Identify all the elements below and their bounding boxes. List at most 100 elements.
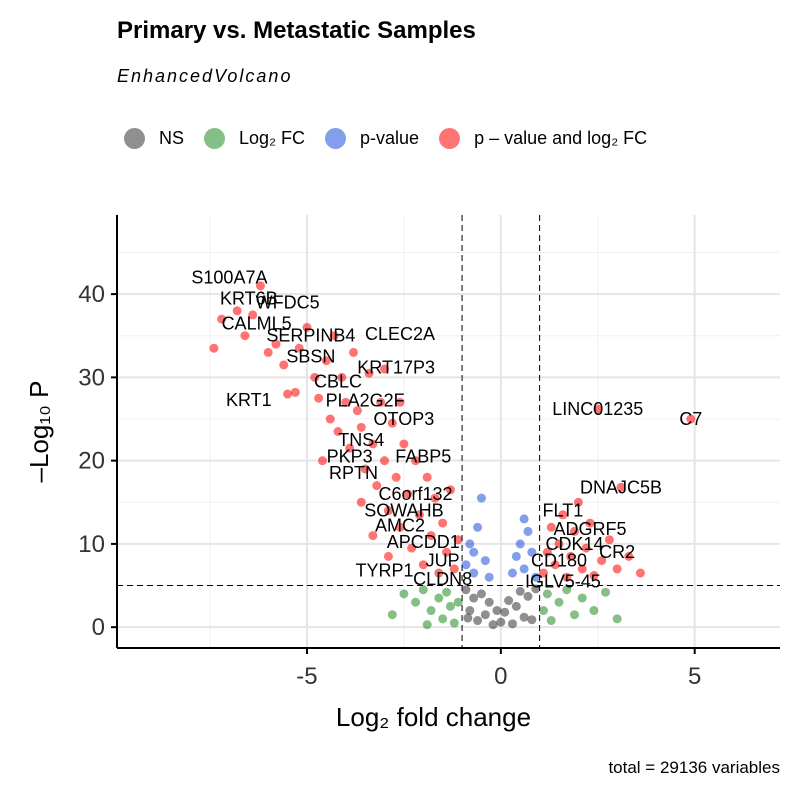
data-point-pfc (294, 343, 304, 353)
point-label: C6orf132 (379, 484, 453, 504)
data-point-ns (465, 606, 475, 616)
data-point-pfc (418, 560, 428, 570)
point-label: FABP5 (395, 446, 451, 466)
data-point-p (531, 572, 541, 582)
data-point-ns (519, 612, 529, 622)
data-point-pfc (345, 443, 355, 453)
data-point-pfc (403, 489, 413, 499)
data-point-fc (562, 585, 572, 595)
data-point-ns (523, 591, 533, 601)
data-point-ns (488, 620, 498, 630)
data-point-pfc (546, 522, 556, 532)
data-point-p (465, 539, 475, 549)
data-point-p (461, 560, 471, 570)
data-point-pfc (438, 518, 448, 528)
y-axis-label: –Log₁₀ P (24, 381, 54, 483)
x-tick-label: 5 (688, 663, 701, 690)
data-point-pfc (380, 456, 390, 466)
point-label: JUP (426, 551, 460, 571)
data-point-ns (496, 617, 506, 627)
data-point-fc (449, 618, 459, 628)
data-point-ns (461, 585, 471, 595)
point-label: KRT17P3 (357, 357, 435, 377)
legend-key-pfc (439, 128, 461, 149)
chart-title: Primary vs. Metastatic Samples (117, 17, 476, 44)
point-label: CR2 (599, 542, 635, 562)
data-point-p (469, 547, 479, 557)
point-label: CLEC2A (365, 324, 435, 344)
data-point-p (476, 493, 486, 503)
data-point-pfc (356, 422, 366, 432)
point-label: OTOP3 (374, 409, 435, 429)
data-point-fc (612, 614, 622, 624)
point-label: LINC01235 (552, 399, 643, 419)
data-point-pfc (554, 539, 564, 549)
data-point-ns (484, 597, 494, 607)
data-point-pfc (411, 456, 421, 466)
point-label: KRT6B (220, 288, 278, 308)
point-label: CALML5 (222, 313, 292, 333)
data-point-pfc (573, 497, 583, 507)
data-point-fc (387, 610, 397, 620)
point-label: SOWAHB (364, 501, 443, 521)
data-point-pfc (449, 564, 459, 574)
data-point-pfc (337, 372, 347, 382)
legend-item-pfc: p – value and log₂ FC (439, 128, 647, 149)
data-point-p (519, 564, 529, 574)
data-point-pfc (383, 506, 393, 516)
legend-item-ns: NS (124, 128, 184, 149)
data-point-ns (511, 601, 521, 611)
data-point-ns (463, 613, 473, 623)
point-label: WFDC5 (256, 292, 320, 312)
data-point-pfc (616, 482, 626, 492)
data-point-ns (507, 619, 517, 629)
data-point-fc (589, 606, 599, 616)
point-label: CD180 (531, 551, 587, 571)
legend-label-fc: Log₂ FC (239, 128, 306, 148)
data-point-pfc (325, 414, 335, 424)
data-point-pfc (593, 404, 603, 414)
point-label: CBLC (314, 372, 362, 392)
data-point-pfc (321, 356, 331, 366)
data-point-pfc (542, 547, 552, 557)
data-point-fc (434, 593, 444, 603)
data-point-pfc (430, 493, 440, 503)
data-point-fc (438, 614, 448, 624)
data-point-pfc (302, 322, 312, 332)
legend-label-p: p-value (360, 128, 420, 148)
data-point-pfc (376, 397, 386, 407)
data-point-pfc (372, 481, 382, 491)
point-label: PLA2G2F (326, 391, 405, 411)
point-label: IGLV5-45 (525, 571, 601, 591)
data-point-ns (476, 589, 486, 599)
x-tick-label: -5 (296, 663, 317, 690)
data-point-p (507, 568, 517, 578)
data-point-pfc (387, 418, 397, 428)
point-label: SERPINB4 (266, 326, 355, 346)
point-label: S100A7A (191, 267, 267, 287)
data-point-pfc (604, 535, 614, 545)
point-label: AMC2 (375, 516, 425, 536)
data-point-ns (527, 615, 537, 625)
data-point-pfc (314, 393, 324, 403)
point-label: TYRP1 (356, 561, 414, 581)
data-point-fc (399, 589, 409, 599)
legend-key-fc (204, 128, 226, 149)
data-point-fc (422, 620, 432, 630)
data-point-ns (500, 607, 510, 617)
data-point-pfc (333, 427, 343, 436)
data-point-pfc (368, 439, 378, 449)
data-point-pfc (341, 397, 351, 407)
data-point-pfc (395, 397, 405, 407)
data-point-ns (473, 616, 483, 626)
data-point-p (473, 522, 483, 532)
point-label: CDK14 (545, 534, 603, 554)
data-point-fc (453, 597, 463, 607)
data-point-fc (426, 606, 436, 616)
data-point-pfc (414, 510, 424, 520)
point-label: APCDD1 (387, 532, 460, 552)
x-axis-label: Log₂ fold change (336, 702, 531, 732)
data-point-pfc (279, 360, 289, 370)
chart-subtitle: EnhancedVolcano (117, 66, 293, 86)
